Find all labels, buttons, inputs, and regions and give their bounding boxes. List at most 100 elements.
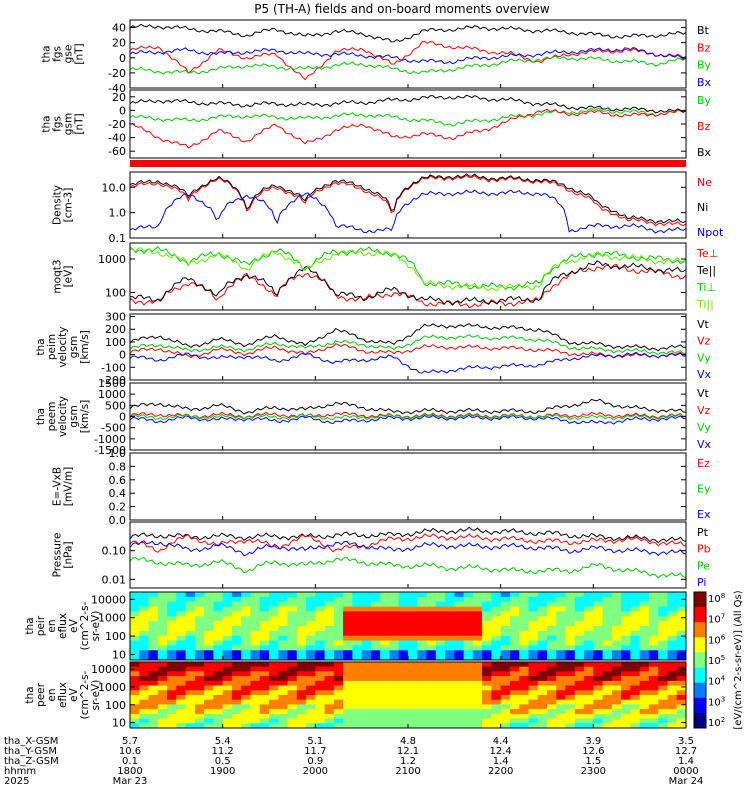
heatmap-cell bbox=[454, 592, 465, 598]
heatmap-cell bbox=[611, 699, 622, 705]
footer-value: 0.5 bbox=[215, 756, 231, 767]
heatmap-cell bbox=[278, 621, 289, 627]
heatmap-cell bbox=[287, 611, 298, 617]
footer-value: 12.1 bbox=[397, 746, 419, 757]
heatmap-cell bbox=[463, 723, 474, 729]
heatmap-cell bbox=[472, 676, 483, 682]
panel-frame bbox=[129, 242, 687, 311]
heatmap-cell bbox=[148, 655, 159, 661]
legend-label-Ex: Ex bbox=[697, 508, 711, 521]
heatmap-cell bbox=[361, 723, 372, 729]
heatmap-cell bbox=[621, 601, 631, 608]
heatmap-cell bbox=[528, 690, 539, 696]
heatmap-cell bbox=[278, 723, 289, 729]
heatmap-cell bbox=[556, 676, 567, 682]
heatmap-cell bbox=[408, 704, 418, 710]
y-axis-label: gsm bbox=[68, 405, 80, 427]
heatmap-cell bbox=[324, 704, 335, 710]
heatmap-cell bbox=[491, 662, 502, 668]
heatmap-cell bbox=[426, 690, 437, 696]
heatmap-cell bbox=[417, 655, 428, 661]
heatmap-cell bbox=[417, 718, 428, 724]
heatmap-cell bbox=[222, 690, 233, 696]
heatmap-cell bbox=[222, 601, 233, 608]
heatmap-cell bbox=[194, 601, 205, 608]
heatmap-cell bbox=[445, 596, 455, 603]
heatmap-cell bbox=[426, 680, 437, 687]
heatmap-cell bbox=[259, 606, 270, 612]
heatmap-cell bbox=[593, 645, 604, 651]
heatmap-cell bbox=[194, 640, 205, 646]
heatmap-cell bbox=[269, 713, 279, 720]
heatmap-cell bbox=[574, 635, 585, 642]
heatmap-cell bbox=[259, 626, 270, 632]
heatmap-cell bbox=[176, 709, 187, 715]
heatmap-cell bbox=[278, 635, 289, 642]
heatmap-cell bbox=[565, 635, 576, 642]
heatmap-cell bbox=[472, 704, 483, 710]
heatmap-cell bbox=[408, 621, 418, 627]
plot-title: P5 (TH-A) fields and on-board moments ov… bbox=[254, 2, 550, 16]
heatmap-cell bbox=[491, 592, 502, 598]
heatmap-cell bbox=[519, 592, 529, 598]
heatmap-cell bbox=[222, 606, 233, 612]
heatmap-cell bbox=[417, 699, 428, 705]
heatmap-cell bbox=[250, 709, 261, 715]
heatmap-cell bbox=[509, 650, 520, 656]
y-tick-label: 1000 bbox=[98, 253, 126, 266]
heatmap-cell bbox=[167, 699, 177, 705]
heatmap-cell bbox=[593, 655, 604, 661]
heatmap-cell bbox=[380, 655, 390, 661]
heatmap-cell bbox=[306, 718, 316, 724]
heatmap-cell bbox=[472, 650, 483, 656]
heatmap-cell bbox=[565, 616, 576, 622]
heatmap-cell bbox=[287, 662, 298, 668]
heatmap-cell bbox=[537, 671, 548, 677]
heatmap-cell bbox=[194, 695, 205, 701]
heatmap-cell bbox=[130, 723, 140, 729]
heatmap-cell bbox=[250, 671, 261, 677]
heatmap-cell bbox=[278, 630, 289, 637]
heatmap-cell bbox=[408, 596, 418, 603]
heatmap-cell bbox=[658, 709, 668, 715]
heatmap-cell bbox=[352, 611, 363, 617]
heatmap-cell bbox=[185, 666, 196, 672]
heatmap-cell bbox=[259, 718, 270, 724]
heatmap-cell bbox=[648, 596, 659, 603]
heatmap-cell bbox=[426, 630, 437, 637]
heatmap-cell bbox=[352, 592, 363, 598]
y-tick-label: 1500 bbox=[98, 377, 126, 390]
heatmap-cell bbox=[658, 596, 668, 603]
heatmap-cell bbox=[185, 723, 196, 729]
heatmap-cell bbox=[445, 621, 455, 627]
heatmap-cell bbox=[157, 713, 168, 720]
y-axis-label: velocity bbox=[57, 396, 69, 437]
heatmap-cell bbox=[241, 662, 251, 668]
heatmap-cell bbox=[639, 695, 650, 701]
heatmap-cell bbox=[445, 680, 455, 687]
heatmap-cell bbox=[417, 685, 428, 691]
heatmap-cell bbox=[139, 601, 150, 608]
heatmap-cell bbox=[380, 723, 390, 729]
heatmap-cell bbox=[426, 611, 437, 617]
heatmap-cell bbox=[333, 662, 344, 668]
heatmap-cell bbox=[380, 690, 390, 696]
heatmap-cell bbox=[204, 592, 214, 598]
heatmap-cell bbox=[472, 611, 483, 617]
heatmap-cell bbox=[676, 671, 687, 677]
heatmap-cell bbox=[361, 704, 372, 710]
legend-label-Bz: Bz bbox=[697, 41, 711, 54]
heatmap-cell bbox=[139, 592, 150, 598]
heatmap-cell bbox=[361, 635, 372, 642]
heatmap-cell bbox=[648, 704, 659, 710]
heatmap-cell bbox=[343, 635, 353, 642]
y-tick-label: -1500 bbox=[94, 444, 126, 457]
heatmap-cell bbox=[361, 645, 372, 651]
heatmap-cell bbox=[639, 699, 650, 705]
heatmap-cell bbox=[408, 650, 418, 656]
heatmap-cell bbox=[584, 690, 594, 696]
heatmap-cell bbox=[630, 650, 641, 656]
heatmap-cell bbox=[491, 685, 502, 691]
heatmap-cell bbox=[185, 718, 196, 724]
